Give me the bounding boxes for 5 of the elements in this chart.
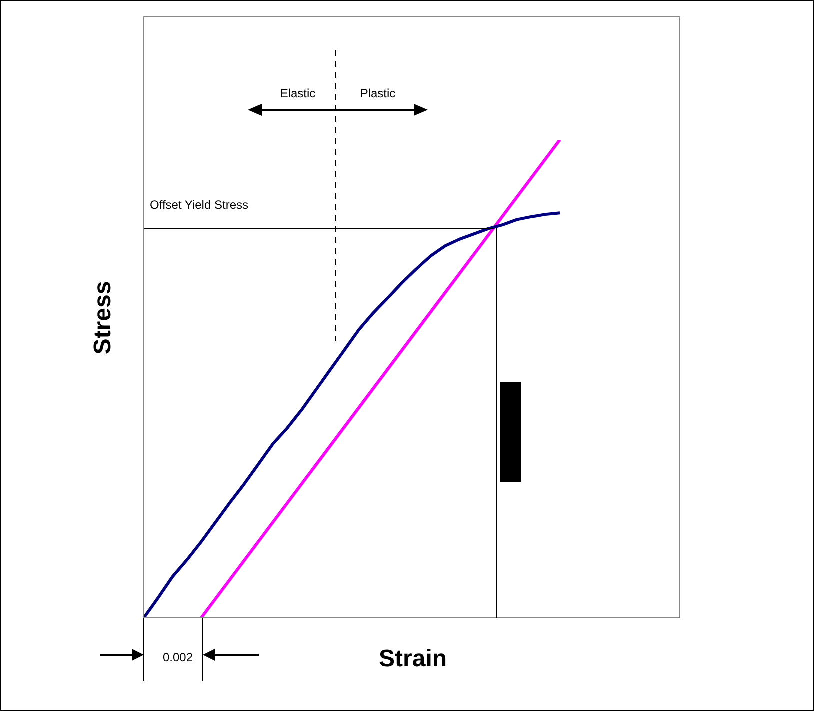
text: Plastic — [360, 86, 396, 100]
text: Elastic — [280, 86, 316, 100]
ref-line-label: Offset Yield Stress — [150, 198, 248, 212]
y-axis-title: Stress — [90, 281, 117, 355]
x-axis-title: Strain — [378, 646, 448, 673]
